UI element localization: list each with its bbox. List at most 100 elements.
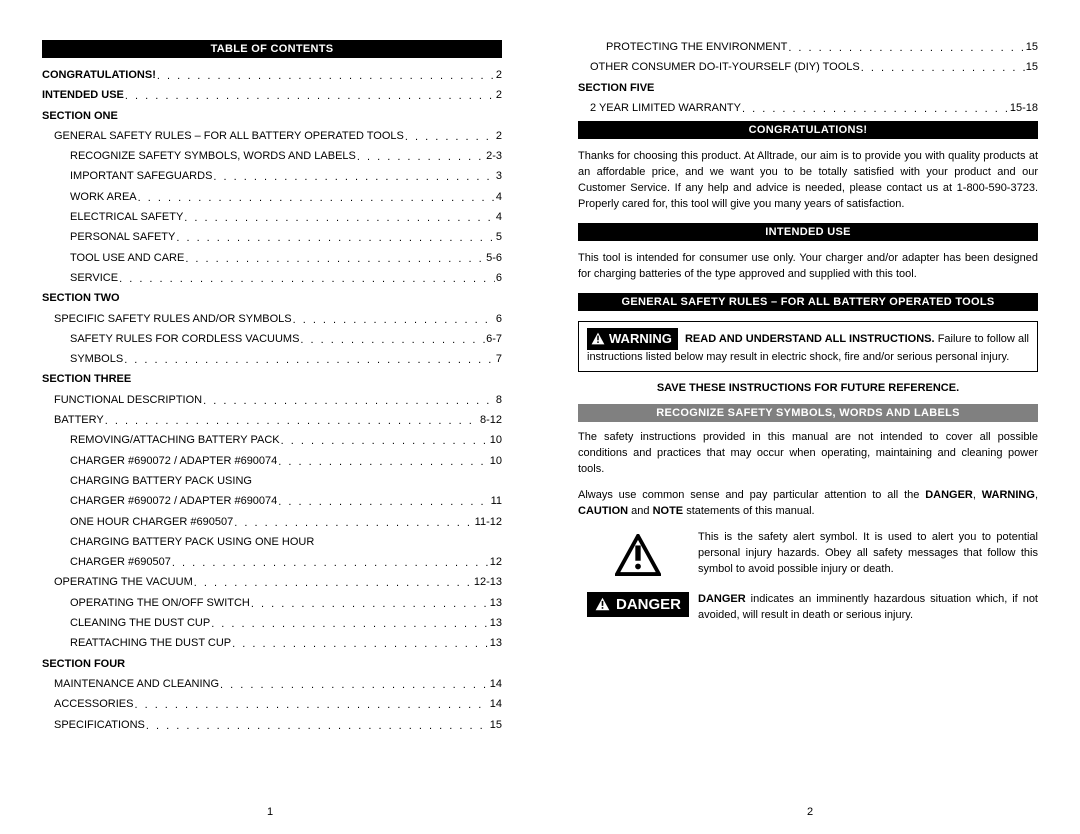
intended-use-text: This tool is intended for consumer use o… bbox=[578, 251, 1038, 283]
toc-dots bbox=[172, 558, 489, 569]
toc-dots bbox=[119, 274, 495, 285]
safety-para-1: The safety instructions provided in this… bbox=[578, 430, 1038, 478]
toc-page: 5-6 bbox=[486, 251, 502, 265]
toc-dots bbox=[124, 355, 495, 366]
danger-badge-text: DANGER bbox=[616, 596, 681, 613]
toc-page: 5 bbox=[496, 230, 502, 244]
toc-label: GENERAL SAFETY RULES – FOR ALL BATTERY O… bbox=[54, 129, 404, 143]
toc-row: SAFETY RULES FOR CORDLESS VACUUMS6-7 bbox=[42, 332, 502, 346]
page-left: TABLE OF CONTENTS CONGRATULATIONS!2INTEN… bbox=[0, 0, 540, 834]
toc-label: OPERATING THE ON/OFF SWITCH bbox=[70, 596, 250, 610]
alert-symbol-text: This is the safety alert symbol. It is u… bbox=[698, 530, 1038, 578]
toc-row: SECTION FIVE bbox=[578, 81, 1038, 95]
toc-page: 13 bbox=[490, 616, 502, 630]
danger-row: DANGER DANGER indicates an imminently ha… bbox=[578, 592, 1038, 624]
congratulations-text: Thanks for choosing this product. At All… bbox=[578, 149, 1038, 213]
toc-dots bbox=[157, 71, 495, 82]
toc-label: PROTECTING THE ENVIRONMENT bbox=[606, 40, 787, 54]
toc-page: 13 bbox=[490, 636, 502, 650]
alert-symbol-row: This is the safety alert symbol. It is u… bbox=[578, 530, 1038, 578]
toc-row: BATTERY8-12 bbox=[42, 413, 502, 427]
toc-row: ELECTRICAL SAFETY 4 bbox=[42, 210, 502, 224]
toc-row: SECTION FOUR bbox=[42, 657, 502, 671]
toc-label: SECTION FIVE bbox=[578, 81, 654, 95]
toc-dots bbox=[278, 497, 489, 508]
toc-label: ACCESSORIES bbox=[54, 697, 133, 711]
toc-row: REMOVING/ATTACHING BATTERY PACK 10 bbox=[42, 433, 502, 447]
intended-use-header: INTENDED USE bbox=[578, 223, 1038, 241]
toc-row: OPERATING THE ON/OFF SWITCH 13 bbox=[42, 596, 502, 610]
toc-dots bbox=[211, 619, 489, 630]
toc-row: CHARGER #69050712 bbox=[42, 555, 502, 569]
toc-dots bbox=[278, 457, 488, 468]
toc-label: 2 YEAR LIMITED WARRANTY bbox=[590, 101, 741, 115]
toc-label: TOOL USE AND CARE bbox=[70, 251, 184, 265]
toc-dots bbox=[134, 700, 488, 711]
toc-label: OPERATING THE VACUUM bbox=[54, 575, 193, 589]
alert-triangle-icon bbox=[615, 534, 661, 576]
toc-dots bbox=[176, 233, 495, 244]
toc-row: OTHER CONSUMER DO-IT-YOURSELF (DIY) TOOL… bbox=[578, 60, 1038, 74]
toc-dots bbox=[185, 254, 485, 265]
toc-page: 15 bbox=[1026, 40, 1038, 54]
toc-row: IMPORTANT SAFEGUARDS3 bbox=[42, 169, 502, 183]
toc-row: 2 YEAR LIMITED WARRANTY 15-18 bbox=[578, 101, 1038, 115]
toc-page: 4 bbox=[496, 210, 502, 224]
toc-page: 7 bbox=[496, 352, 502, 366]
toc-page: 15-18 bbox=[1010, 101, 1038, 115]
toc-row: CHARGING BATTERY PACK USING ONE HOUR bbox=[42, 535, 502, 549]
toc-row: MAINTENANCE AND CLEANING14 bbox=[42, 677, 502, 691]
toc-list-right: PROTECTING THE ENVIRONMENT 15 OTHER CONSUM… bbox=[578, 40, 1038, 115]
page-number-right: 2 bbox=[540, 806, 1080, 818]
toc-dots bbox=[788, 43, 1024, 54]
toc-list: CONGRATULATIONS!2INTENDED USE2SECTION ON… bbox=[42, 68, 502, 732]
toc-dots bbox=[357, 152, 485, 163]
toc-label: PERSONAL SAFETY bbox=[70, 230, 175, 244]
toc-dots bbox=[125, 91, 495, 102]
toc-label: OTHER CONSUMER DO-IT-YOURSELF (DIY) TOOL… bbox=[590, 60, 860, 74]
toc-label: REATTACHING THE DUST CUP bbox=[70, 636, 231, 650]
congratulations-header: CONGRATULATIONS! bbox=[578, 121, 1038, 139]
toc-dots bbox=[251, 599, 489, 610]
toc-page: 15 bbox=[490, 718, 502, 732]
toc-row: REATTACHING THE DUST CUP 13 bbox=[42, 636, 502, 650]
toc-label: REMOVING/ATTACHING BATTERY PACK bbox=[70, 433, 280, 447]
danger-text: DANGER indicates an imminently hazardous… bbox=[698, 592, 1038, 624]
toc-row: SECTION TWO bbox=[42, 291, 502, 305]
toc-page: 12 bbox=[490, 555, 502, 569]
toc-dots bbox=[234, 518, 473, 529]
toc-row: SECTION THREE bbox=[42, 372, 502, 386]
toc-page: 10 bbox=[490, 433, 502, 447]
toc-row: CONGRATULATIONS!2 bbox=[42, 68, 502, 82]
toc-page: 13 bbox=[490, 596, 502, 610]
toc-row: ONE HOUR CHARGER #69050711-12 bbox=[42, 515, 502, 529]
toc-dots bbox=[220, 680, 489, 691]
toc-label: CHARGING BATTERY PACK USING ONE HOUR bbox=[70, 535, 314, 549]
toc-row: WORK AREA4 bbox=[42, 190, 502, 204]
warning-label-text: WARNING bbox=[609, 330, 672, 348]
toc-page: 10 bbox=[490, 454, 502, 468]
toc-row: CLEANING THE DUST CUP 13 bbox=[42, 616, 502, 630]
toc-page: 14 bbox=[490, 697, 502, 711]
toc-label: SECTION TWO bbox=[42, 291, 120, 305]
toc-dots bbox=[146, 721, 489, 732]
safety-para-2: Always use common sense and pay particul… bbox=[578, 488, 1038, 520]
danger-badge: DANGER bbox=[578, 592, 698, 617]
toc-row: PROTECTING THE ENVIRONMENT 15 bbox=[578, 40, 1038, 54]
toc-row: RECOGNIZE SAFETY SYMBOLS, WORDS AND LABE… bbox=[42, 149, 502, 163]
toc-dots bbox=[293, 315, 495, 326]
toc-label: ELECTRICAL SAFETY bbox=[70, 210, 183, 224]
toc-page: 15 bbox=[1026, 60, 1038, 74]
toc-dots bbox=[300, 335, 485, 346]
toc-row: SPECIFIC SAFETY RULES AND/OR SYMBOLS6 bbox=[42, 312, 502, 326]
toc-dots bbox=[232, 639, 489, 650]
toc-label: CHARGER #690072 / ADAPTER #690074 bbox=[70, 494, 277, 508]
toc-label: CLEANING THE DUST CUP bbox=[70, 616, 210, 630]
toc-page: 2 bbox=[496, 68, 502, 82]
warning-bold-text: READ AND UNDERSTAND ALL INSTRUCTIONS. bbox=[685, 333, 935, 345]
toc-label: FUNCTIONAL DESCRIPTION bbox=[54, 393, 202, 407]
toc-label: SERVICE bbox=[70, 271, 118, 285]
toc-label: SPECIFICATIONS bbox=[54, 718, 145, 732]
alert-triangle-icon bbox=[595, 597, 610, 611]
alert-triangle-icon bbox=[591, 332, 605, 345]
